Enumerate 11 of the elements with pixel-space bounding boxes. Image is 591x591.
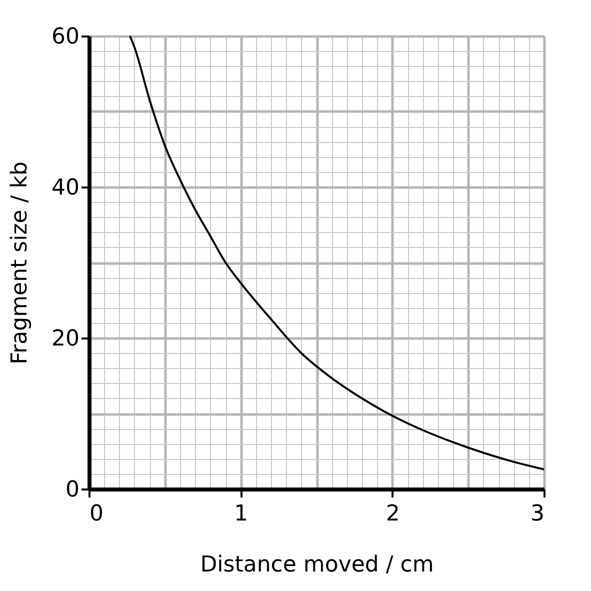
x-tick-label: 0 xyxy=(90,502,104,526)
line-series xyxy=(128,35,545,470)
y-tick-label: 60 xyxy=(52,24,80,50)
x-tick-label: 3 xyxy=(530,502,544,526)
y-tick-label: 40 xyxy=(52,176,80,200)
y-tick-label: 0 xyxy=(66,478,80,502)
y-axis-title: Fragment size / kb xyxy=(8,162,33,364)
x-axis-title: Distance moved / cm xyxy=(200,552,434,578)
x-tick-label: 1 xyxy=(234,502,248,526)
y-tick-label: 20 xyxy=(52,326,80,352)
x-tick-label: 2 xyxy=(386,502,400,526)
